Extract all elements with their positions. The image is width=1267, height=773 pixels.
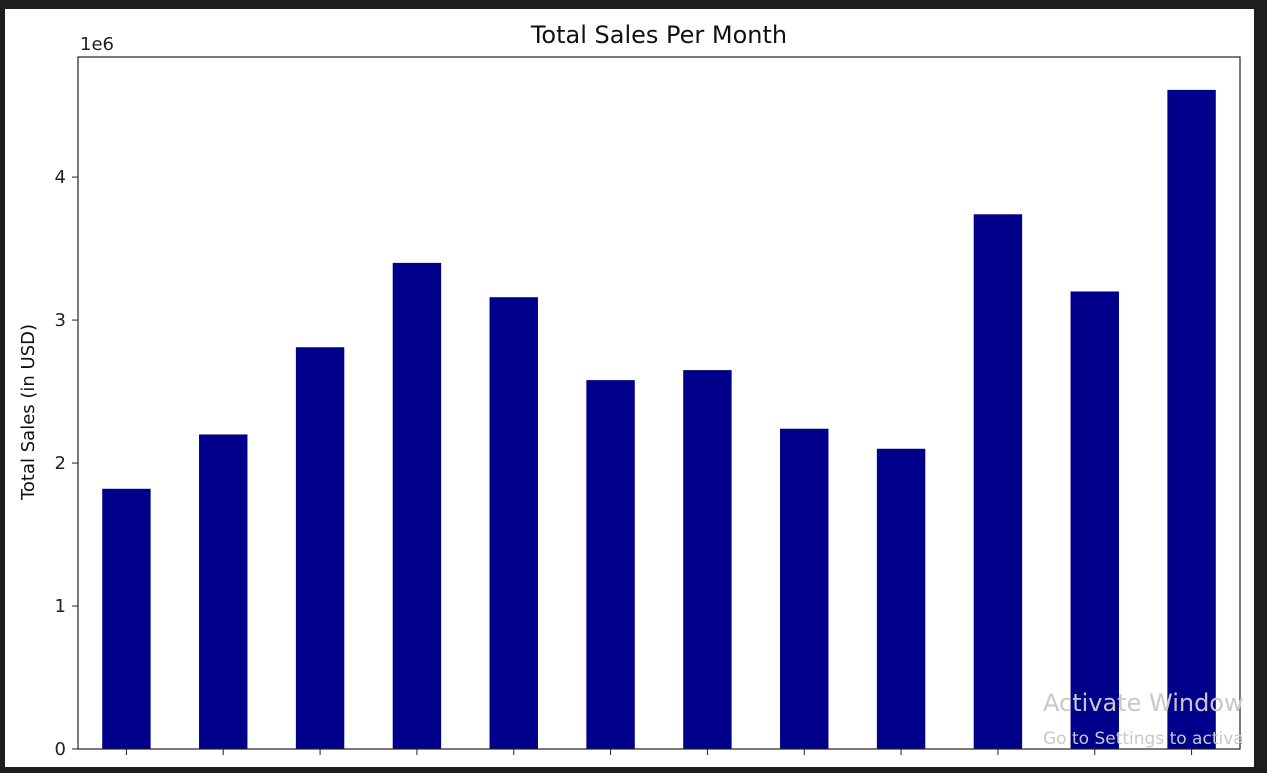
bar-10 (973, 214, 1023, 750)
bar-5 (489, 297, 538, 749)
activate-windows-watermark: Activate Window (1043, 689, 1244, 717)
chart-frame: Total Sales Per Month 1e6 Total Sales (i… (5, 9, 1254, 767)
bars-group (102, 89, 1216, 750)
bar-7 (683, 370, 732, 749)
activate-windows-subtext: Go to Settings to activa (1043, 729, 1244, 749)
bar-6 (586, 380, 635, 749)
y-tick-label-4: 4 (55, 167, 66, 188)
bar-2 (199, 434, 248, 749)
plot-area-border (77, 56, 1241, 750)
bar-8 (780, 428, 829, 749)
bar-1 (102, 488, 151, 749)
y-axis-ticks: 0 1 2 3 4 (55, 167, 78, 760)
bar-12 (1167, 89, 1216, 750)
x-axis-ticks (125, 749, 1193, 755)
bar-chart: Total Sales Per Month 1e6 Total Sales (i… (18, 21, 1244, 760)
y-tick-label-3: 3 (55, 310, 66, 331)
bar-9 (876, 448, 926, 749)
bar-11 (1070, 291, 1119, 749)
chart-title: Total Sales Per Month (530, 21, 787, 49)
y-axis-label: Total Sales (in USD) (18, 324, 39, 501)
bar-3 (295, 347, 345, 749)
y-scale-label: 1e6 (80, 34, 114, 55)
y-tick-label-1: 1 (55, 596, 66, 617)
y-tick-label-0: 0 (55, 739, 66, 760)
bar-4 (392, 262, 442, 749)
y-tick-label-2: 2 (55, 453, 66, 474)
